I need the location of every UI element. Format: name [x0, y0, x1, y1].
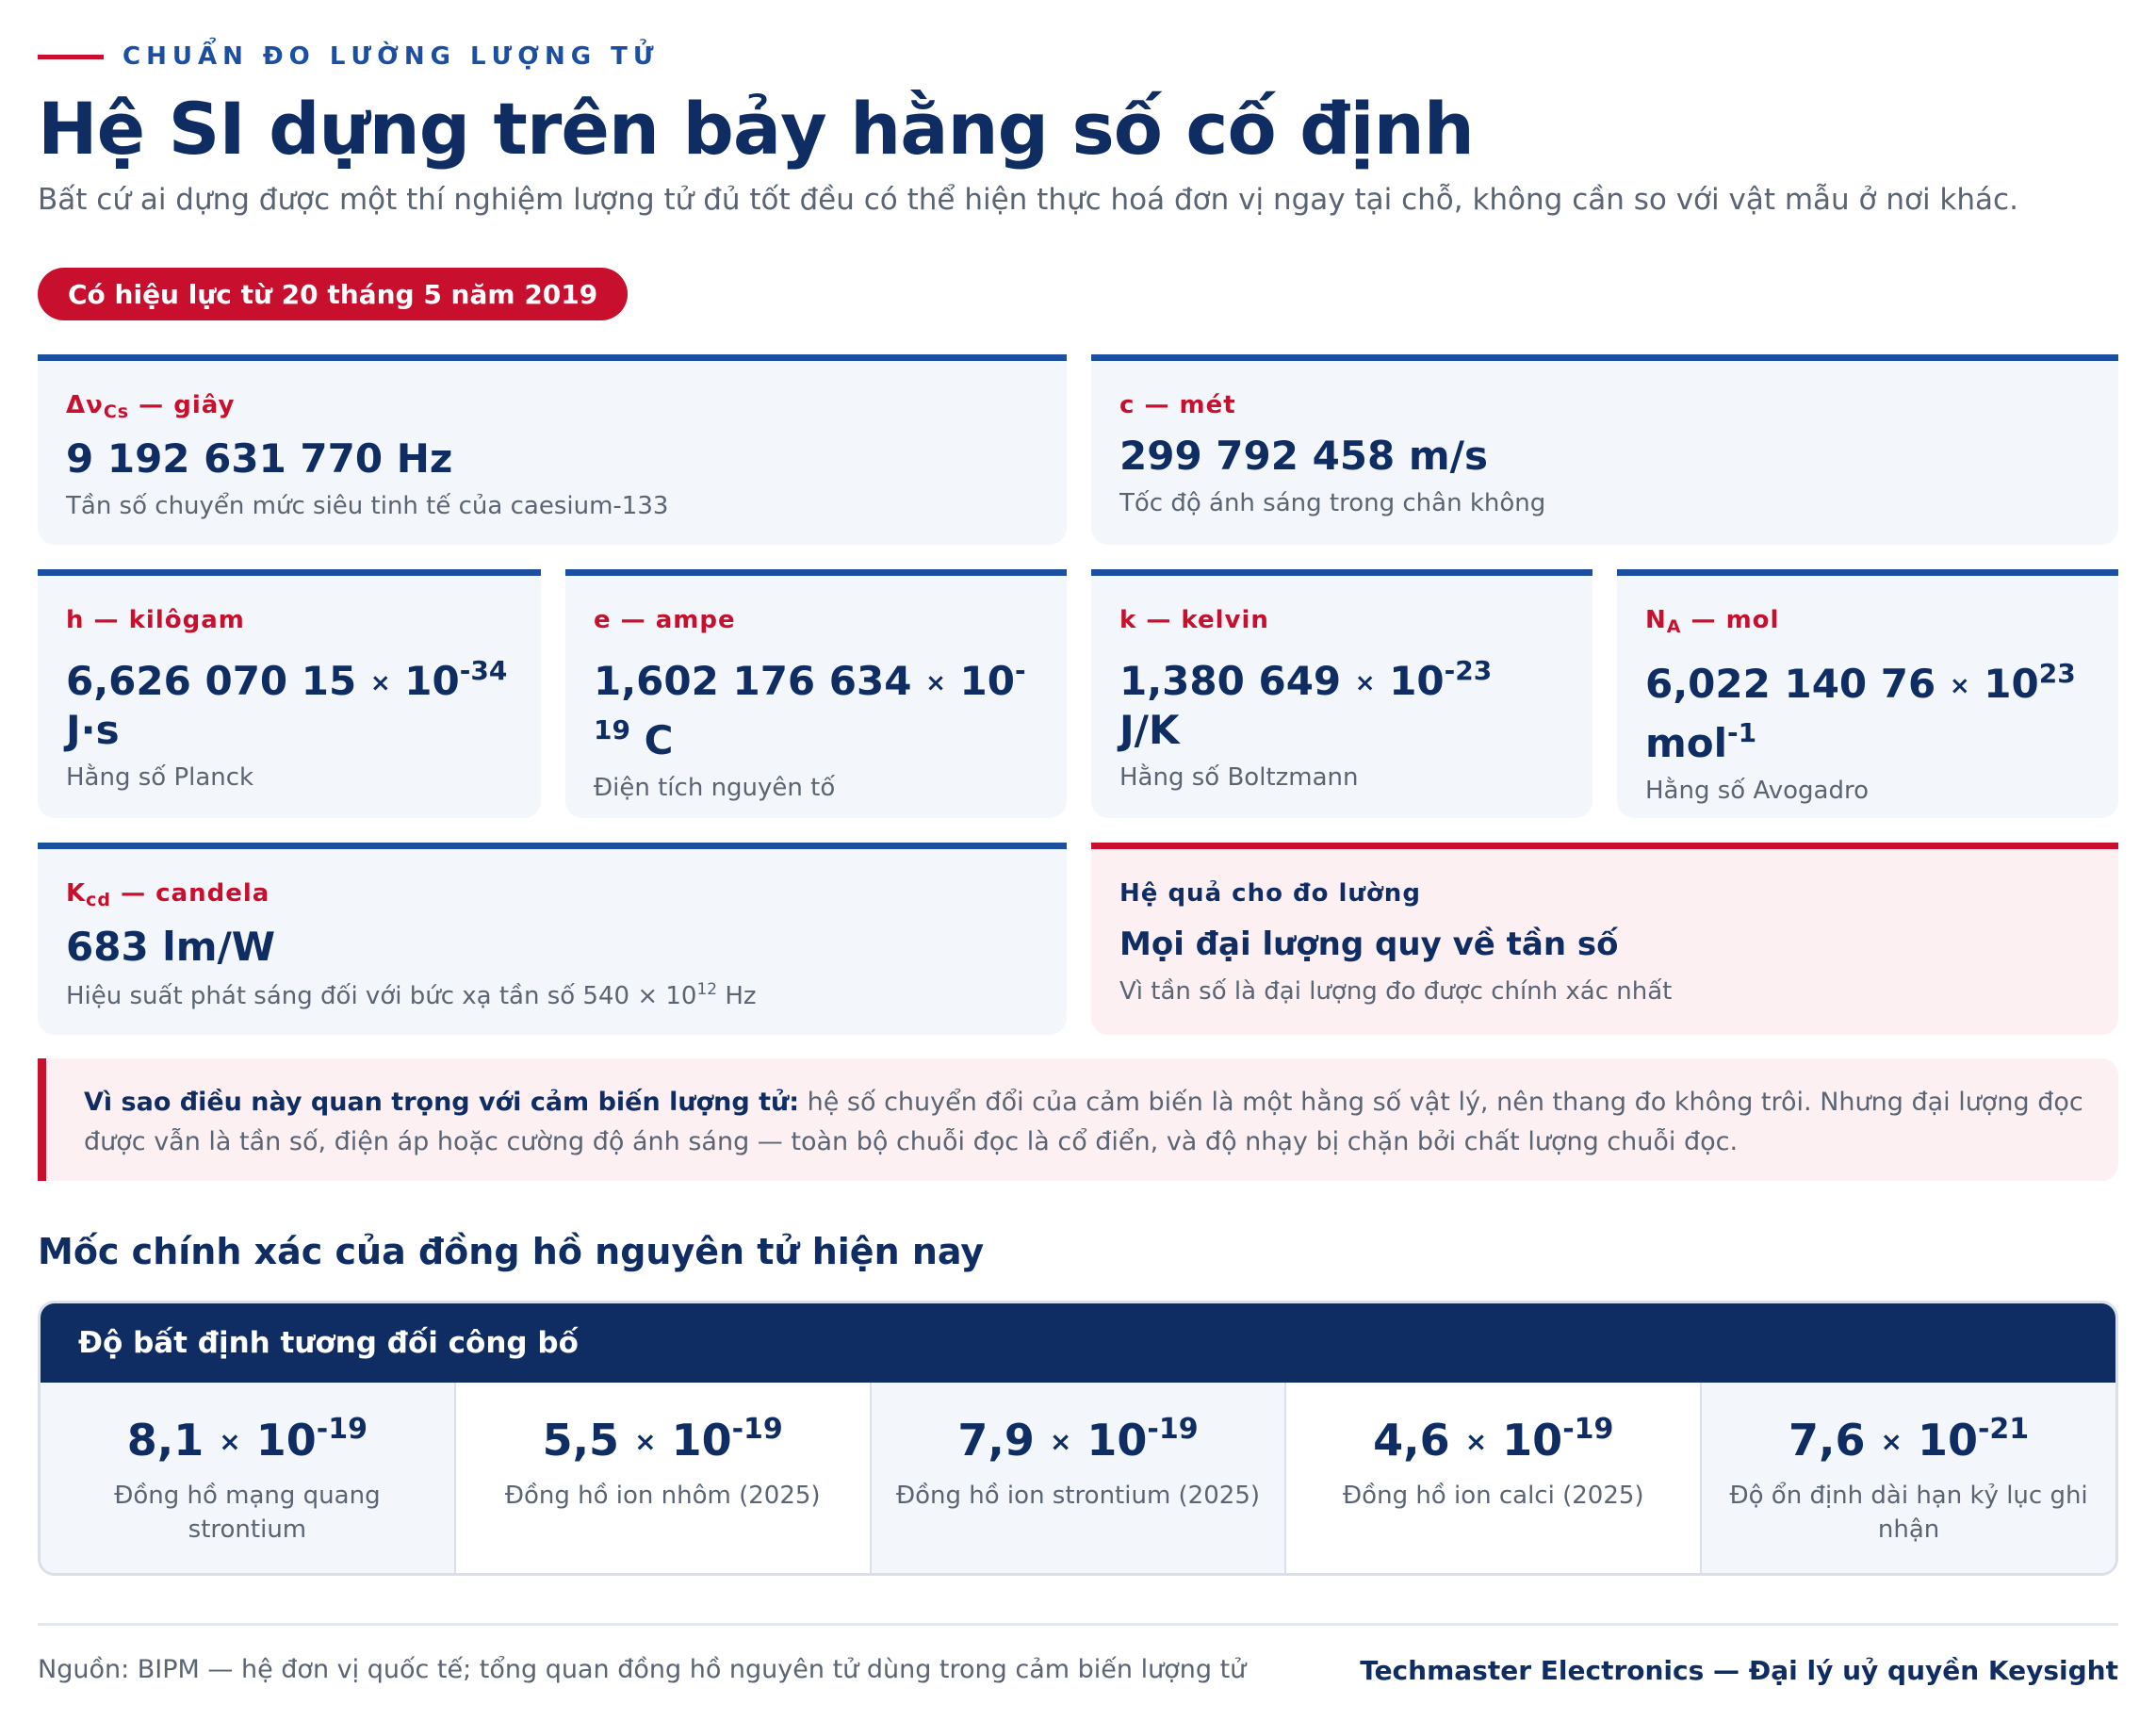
constant-value: 6,022 140 76 × 1023 mol-1 — [1645, 658, 2076, 766]
constant-card-planck: h — kilôgam 6,626 070 15 × 10-34 J·s Hằn… — [38, 569, 541, 818]
uncertainty-value: 7,9 × 10-19 — [957, 1413, 1199, 1466]
clock-label: Đồng hồ ion calci (2025) — [1343, 1482, 1644, 1510]
table-cell: 4,6 × 10-19 Đồng hồ ion calci (2025) — [1286, 1383, 1703, 1573]
constant-card-light-speed: c — mét 299 792 458 m/s Tốc độ ánh sáng … — [1091, 354, 2118, 545]
clock-label: Độ ổn định dài hạn kỷ lục ghi nhận — [1729, 1482, 2088, 1544]
footer-brand: Techmaster Electronics — Đại lý uỷ quyền… — [1360, 1655, 2118, 1686]
callout-lead: Vì sao điều này quan trọng với cảm biến … — [84, 1088, 800, 1117]
clock-label: Đồng hồ ion strontium (2025) — [895, 1482, 1260, 1510]
table-cell: 7,9 × 10-19 Đồng hồ ion strontium (2025) — [871, 1383, 1287, 1573]
consequence-card: Hệ quả cho đo lường Mọi đại lượng quy về… — [1091, 843, 2118, 1035]
constant-description: Tần số chuyển mức siêu tinh tế của caesi… — [66, 492, 669, 520]
footer-divider — [38, 1623, 2118, 1626]
constant-label: NA — mol — [1645, 606, 1780, 637]
table-cell: 5,5 × 10-19 Đồng hồ ion nhôm (2025) — [455, 1383, 872, 1573]
consequence-value: Mọi đại lượng quy về tần số — [1119, 926, 1619, 963]
constant-label: h — kilôgam — [66, 606, 245, 634]
page-title: Hệ SI dựng trên bảy hằng số cố định — [38, 87, 1475, 171]
clock-label: Đồng hồ ion nhôm (2025) — [504, 1482, 821, 1510]
constant-description: Điện tích nguyên tố — [594, 774, 836, 802]
table-row: 8,1 × 10-19 Đồng hồ mạng quang strontium… — [41, 1383, 2115, 1573]
table-cell: 8,1 × 10-19 Đồng hồ mạng quang strontium — [41, 1383, 456, 1573]
constant-label: e — ampe — [594, 606, 736, 634]
constant-card-boltzmann: k — kelvin 1,380 649 × 10-23 J/K Hằng số… — [1091, 569, 1592, 818]
constant-value: 299 792 458 m/s — [1119, 433, 1488, 479]
constant-label: ΔνCs — giây — [66, 391, 236, 422]
importance-callout: Vì sao điều này quan trọng với cảm biến … — [38, 1058, 2118, 1181]
page-subtitle: Bất cứ ai dựng được một thí nghiệm lượng… — [38, 183, 2018, 217]
constant-value: 9 192 631 770 Hz — [66, 435, 453, 482]
footer-source: Nguồn: BIPM — hệ đơn vị quốc tế; tổng qu… — [38, 1655, 1247, 1684]
constant-value: 1,380 649 × 10-23 J/K — [1119, 655, 1493, 753]
constant-value: 1,602 176 634 × 10-19 C — [594, 655, 1026, 763]
consequence-description: Vì tần số là đại lượng đo được chính xác… — [1119, 977, 1673, 1006]
constant-card-elementary-charge: e — ampe 1,602 176 634 × 10-19 C Điện tí… — [565, 569, 1067, 818]
consequence-label: Hệ quả cho đo lường — [1119, 879, 1421, 908]
eyebrow: CHUẨN ĐO LƯỜNG LƯỢNG TỬ — [38, 40, 660, 74]
constant-description: Tốc độ ánh sáng trong chân không — [1119, 489, 1546, 517]
constant-value: 683 lm/W — [66, 924, 276, 970]
constant-label: Kcd — candela — [66, 879, 270, 910]
uncertainty-value: 7,6 × 10-21 — [1788, 1413, 2030, 1466]
constant-label: c — mét — [1119, 391, 1236, 419]
section-title: Mốc chính xác của đồng hồ nguyên tử hiện… — [38, 1231, 985, 1272]
constant-description: Hằng số Planck — [66, 763, 254, 792]
uncertainty-value: 5,5 × 10-19 — [542, 1413, 783, 1466]
constant-card-candela: Kcd — candela 683 lm/W Hiệu suất phát sá… — [38, 843, 1067, 1035]
constant-card-caesium: ΔνCs — giây 9 192 631 770 Hz Tần số chuy… — [38, 354, 1067, 545]
eyebrow-accent-bar — [38, 54, 104, 59]
constant-label: k — kelvin — [1119, 606, 1269, 634]
eyebrow-text: CHUẨN ĐO LƯỜNG LƯỢNG TỬ — [122, 42, 660, 71]
constant-description: Hằng số Boltzmann — [1119, 763, 1359, 792]
effective-date-badge: Có hiệu lực từ 20 tháng 5 năm 2019 — [38, 268, 629, 320]
constant-value: 6,626 070 15 × 10-34 J·s — [66, 655, 508, 753]
uncertainty-table: Độ bất định tương đối công bố 8,1 × 10-1… — [38, 1301, 2118, 1576]
uncertainty-value: 8,1 × 10-19 — [126, 1413, 368, 1466]
constant-description: Hằng số Avogadro — [1645, 777, 1869, 805]
constant-card-avogadro: NA — mol 6,022 140 76 × 1023 mol-1 Hằng s… — [1617, 569, 2118, 818]
constant-description: Hiệu suất phát sáng đối với bức xạ tần s… — [66, 980, 757, 1010]
callout-text: hệ số chuyển đổi của cảm biến là một hằn… — [84, 1088, 2083, 1156]
table-header: Độ bất định tương đối công bố — [41, 1303, 2115, 1383]
table-cell: 7,6 × 10-21 Độ ổn định dài hạn kỷ lục gh… — [1702, 1383, 2115, 1573]
uncertainty-value: 4,6 × 10-19 — [1373, 1413, 1614, 1466]
clock-label: Đồng hồ mạng quang strontium — [114, 1482, 381, 1544]
